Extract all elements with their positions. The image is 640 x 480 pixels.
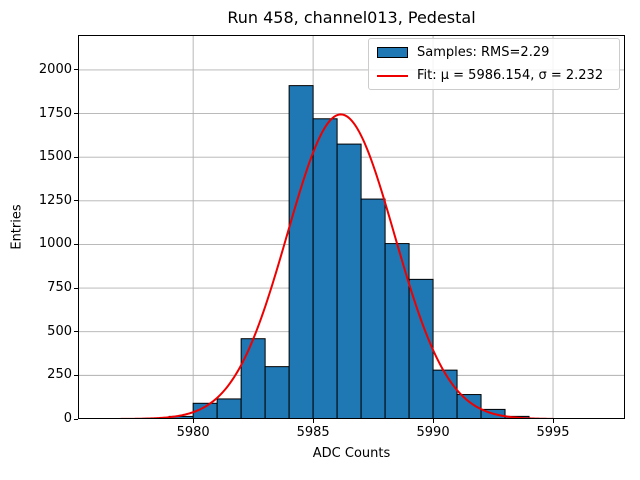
x-tick-label: 5990 [416,425,450,440]
fit-curve [96,113,555,420]
legend-fit-label: Fit: μ = 5986.154, σ = 2.232 [417,68,604,84]
y-tick [74,331,78,333]
fit-line-swatch-icon [377,74,408,77]
histogram-bar [432,369,458,420]
histogram-bar [336,143,362,420]
legend-samples-label: Samples: RMS=2.29 [417,44,550,60]
histogram-bar [312,118,338,420]
x-tick-label: 5995 [536,425,570,440]
chart-title: Run 458, channel013, Pedestal [227,8,476,27]
plot-area [78,35,625,420]
y-tick [74,200,78,202]
axes-spines [78,35,625,419]
y-tick-label: 1750 [38,105,72,121]
histogram-bar [264,366,290,420]
x-tick-label: 5980 [176,425,210,440]
legend-entry-samples: Samples: RMS=2.29 [369,42,619,62]
x-axis-label: ADC Counts [312,446,391,461]
y-axis-label: Entries [9,204,25,250]
histogram-bar [360,198,386,420]
y-tick [74,374,78,376]
histogram-bar [216,398,242,420]
y-tick [74,69,78,71]
legend-entry-fit: Fit: μ = 5986.154, σ = 2.232 [369,66,619,86]
x-tick [552,419,554,423]
y-tick-label: 1000 [38,236,72,252]
y-tick-label: 750 [47,280,72,296]
y-tick-label: 1500 [38,149,72,165]
x-tick-label: 5985 [296,425,330,440]
histogram-swatch-icon [377,46,408,58]
y-tick-label: 0 [63,411,72,426]
histogram-bar [288,85,314,420]
y-tick [74,418,78,420]
y-tick-label: 250 [47,367,72,383]
y-tick-label: 1250 [38,192,72,208]
x-tick [312,419,314,423]
y-tick [74,287,78,289]
x-tick [192,419,194,423]
legend: Samples: RMS=2.29 Fit: μ = 5986.154, σ =… [368,38,620,90]
y-tick [74,113,78,115]
histogram-bar [240,338,266,420]
y-tick [74,243,78,245]
y-tick-label: 500 [47,323,72,339]
y-tick-label: 2000 [38,61,72,77]
x-tick [432,419,434,423]
y-tick [74,156,78,158]
histogram-bar [408,278,434,420]
